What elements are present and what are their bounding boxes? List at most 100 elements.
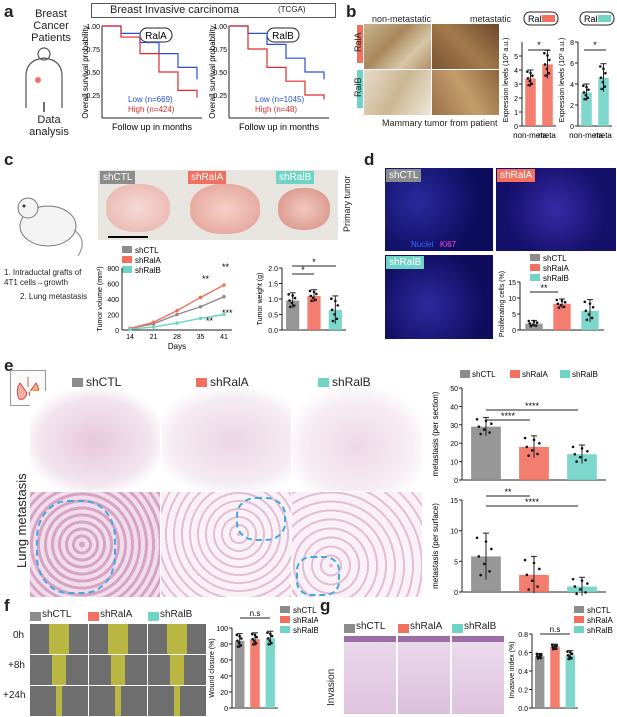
prolif-dot xyxy=(531,323,535,326)
b1-tick-label: 4 xyxy=(570,82,574,89)
met-sec-dot xyxy=(525,445,529,449)
wt-dot xyxy=(311,296,315,300)
wt-tick-label: 0.5 xyxy=(268,313,278,320)
wound-gap xyxy=(173,686,181,716)
g-tag-sw-ctl xyxy=(344,624,355,633)
met-surf-tick-label: 0 xyxy=(454,590,458,597)
b1-dot xyxy=(583,97,586,101)
f-tag-rala: shRalA xyxy=(100,609,133,620)
survival-tick: 0.25 xyxy=(86,93,100,100)
wound-dot xyxy=(255,635,259,639)
expression-charts: RalA543210*non-metametaRalB86420*non-met… xyxy=(503,11,615,140)
d-tag-rala: shRalA xyxy=(497,169,536,182)
vol-point-0 xyxy=(175,312,179,317)
e-tag-swatch-rala xyxy=(196,378,207,387)
d-legend-swatch-0 xyxy=(530,254,540,261)
met-sec-dot xyxy=(575,460,578,463)
prolif-bar-1 xyxy=(553,303,571,330)
b1-dot xyxy=(587,88,590,92)
vol-sig-b: ** xyxy=(222,262,230,272)
row-ralb: RalB xyxy=(353,77,363,97)
prolif-tick-label: 10 xyxy=(508,296,516,303)
b1-tick-label: 6 xyxy=(570,61,574,68)
prolif-dot xyxy=(559,303,563,307)
b0-dot xyxy=(531,74,534,78)
row-0h: 0h xyxy=(13,630,25,641)
inv-tick-label: 0.2 xyxy=(518,688,528,695)
e-legend-label-1: shRalA xyxy=(522,370,548,379)
wound-gap xyxy=(166,624,188,654)
vol-xtick: 14 xyxy=(126,334,134,341)
e-sig-1: **** xyxy=(501,411,516,421)
wound-tick-label: 80 xyxy=(220,642,228,649)
met-sec-dot xyxy=(584,458,587,462)
met-sec-tick-label: 10 xyxy=(450,460,458,467)
inv-tick-label: 0.0 xyxy=(518,706,528,713)
vol-point-0 xyxy=(222,294,226,299)
prolif-dot xyxy=(535,321,539,324)
prolif-dot xyxy=(529,324,533,328)
wound-tick-label: 20 xyxy=(220,690,228,697)
vol-point-2 xyxy=(151,325,156,329)
wound-cell-1-2 xyxy=(148,655,206,685)
b0-bar-1 xyxy=(542,64,553,126)
g-ns: n.s xyxy=(550,625,561,634)
g-legend-swatch-2 xyxy=(574,626,584,633)
b1-dot xyxy=(603,85,607,88)
vol-point-2 xyxy=(128,327,132,332)
b-tag-swatch-1 xyxy=(598,15,611,22)
panel-a-label: a xyxy=(4,2,14,21)
inv-dot xyxy=(535,652,539,656)
nuclei-label: Nuclei xyxy=(411,240,434,249)
g-tag-ctl: shCTL xyxy=(356,621,386,632)
survival-xlabel: Follow up in months xyxy=(239,122,320,132)
g-tag-ralb: shRalB xyxy=(464,621,497,632)
wound-tick-label: 0 xyxy=(224,706,228,713)
vol-point-2 xyxy=(175,321,179,325)
survival-legend-high-1: High (n=48) xyxy=(255,105,297,114)
wt-bar-0 xyxy=(286,300,300,330)
met-surf-dot xyxy=(580,579,584,582)
panel-d-label: d xyxy=(364,150,375,169)
c-legend-label-2: shRalB xyxy=(135,266,161,275)
wound-cell-2-0 xyxy=(30,686,88,716)
wt-dot xyxy=(288,299,291,302)
wound-dot xyxy=(236,645,240,648)
f-legend-label-0: shCTL xyxy=(293,606,317,615)
met-sec-dot xyxy=(488,431,491,434)
prolif-dot xyxy=(532,320,536,323)
tumor-ralb xyxy=(278,188,330,230)
inv-dot xyxy=(536,657,540,660)
wt-dot xyxy=(287,293,290,296)
vol-ylabel: Tumor volume (mm³) xyxy=(97,266,104,331)
met-sec-dot xyxy=(475,417,479,421)
wound-cell-2-1 xyxy=(89,686,147,716)
lung-ctl-overview xyxy=(30,391,160,491)
photo-tag-ctl: shCTL xyxy=(100,171,136,184)
lung-ralb-zoom xyxy=(292,492,422,597)
survival-tick: 0.25 xyxy=(213,93,227,100)
b-cat-0-1: meta xyxy=(538,131,556,140)
wound-gap xyxy=(55,686,63,716)
row-8h: +8h xyxy=(8,660,25,671)
met-sec-dot xyxy=(586,449,589,453)
panel-e-label: e xyxy=(4,356,14,375)
b0-dot xyxy=(543,51,546,55)
met-sec-dot xyxy=(530,449,534,452)
b1-tick-label: 0 xyxy=(570,124,574,131)
wound-gap xyxy=(107,624,129,654)
vol-xlabel: Days xyxy=(168,342,186,351)
g-tag-sw-rala xyxy=(398,624,409,633)
met-sec-dot xyxy=(573,452,577,456)
d-sig: ** xyxy=(540,283,548,293)
inv-dot xyxy=(553,643,557,647)
ihc-rala-meta xyxy=(432,24,499,69)
prolif-dot xyxy=(560,299,564,302)
wt-tick-label: 0.0 xyxy=(268,328,278,335)
met-sec-dot xyxy=(523,436,527,440)
wound-dot xyxy=(270,641,273,645)
d-legend-label-1: shRalA xyxy=(543,264,569,273)
vol-point-1 xyxy=(198,295,203,300)
